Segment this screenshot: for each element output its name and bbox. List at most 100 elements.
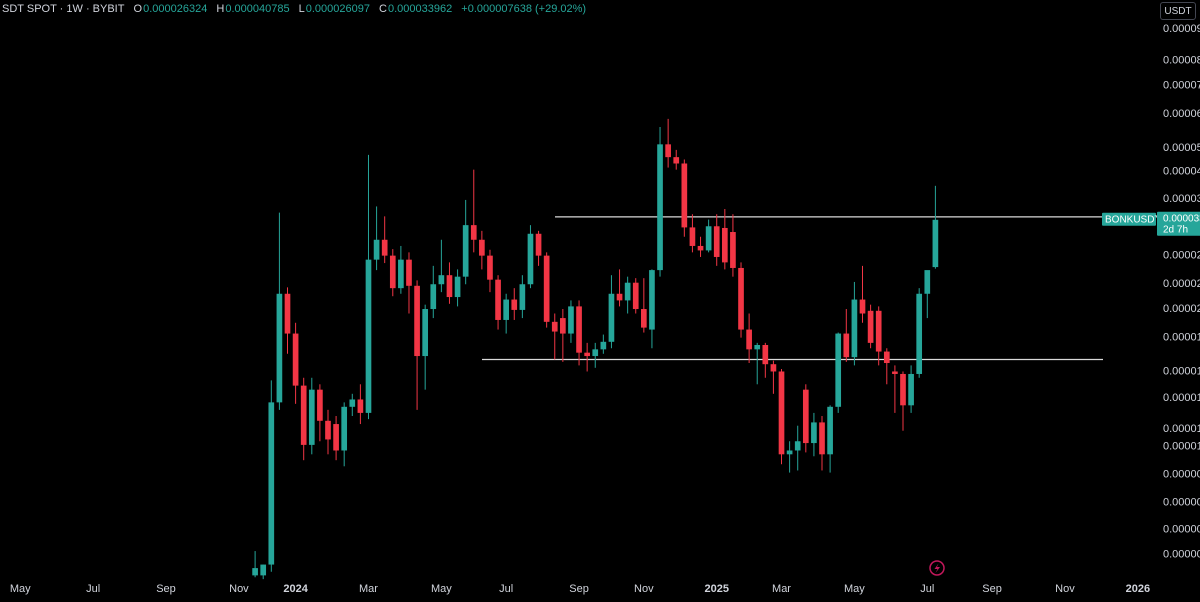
- candle-body: [657, 144, 663, 271]
- candle: [624, 276, 631, 314]
- candle-body: [381, 239, 388, 256]
- candle-body: [414, 285, 420, 357]
- candle: [357, 384, 364, 425]
- candle: [705, 219, 712, 253]
- candle: [916, 288, 923, 378]
- candle-body: [462, 225, 469, 277]
- candle-body: [584, 352, 590, 357]
- candle: [754, 342, 761, 385]
- candle-body: [357, 399, 364, 413]
- x-tick-label: Nov: [1055, 583, 1075, 595]
- candle: [673, 149, 680, 170]
- x-tick-label: Mar: [772, 583, 791, 595]
- candle: [414, 280, 420, 410]
- candle: [730, 214, 736, 277]
- candle-body: [543, 255, 550, 322]
- x-tick-label: Sep: [569, 583, 589, 595]
- candle: [924, 270, 931, 319]
- candle-body: [430, 284, 437, 310]
- ohlc-value: 0.000026097: [305, 3, 370, 15]
- ohlc-label: O: [133, 3, 143, 15]
- candle: [827, 405, 833, 473]
- candle-body: [325, 420, 331, 440]
- candle: [835, 332, 842, 413]
- candle: [470, 169, 477, 253]
- alert-icon: [929, 560, 945, 576]
- candle: [932, 185, 939, 269]
- candle-body: [794, 441, 801, 451]
- symbol-tag-box: [1102, 212, 1156, 226]
- candle-body: [713, 226, 720, 257]
- candle: [300, 377, 307, 461]
- y-tick-label: 0.0000086: [1163, 469, 1200, 481]
- candle: [446, 262, 453, 304]
- candle-body: [349, 399, 356, 407]
- y-tick-label: 0.000028: [1163, 250, 1200, 262]
- candle: [292, 322, 299, 404]
- candle: [689, 214, 696, 253]
- ohlc-label: H: [216, 3, 225, 15]
- candle-body: [551, 321, 558, 332]
- candle-body: [681, 163, 688, 228]
- candle-body: [511, 299, 518, 310]
- candle: [333, 416, 339, 461]
- candle: [551, 313, 558, 360]
- candle-body: [770, 364, 777, 372]
- candle: [721, 208, 728, 270]
- candle-body: [641, 309, 647, 328]
- candle-body: [851, 299, 858, 358]
- candle-body: [924, 270, 931, 294]
- y-tick-label: 0.00005: [1163, 142, 1200, 154]
- ohlc-value: 0.000033962: [388, 3, 453, 15]
- candle: [657, 126, 663, 277]
- candle-body: [503, 299, 509, 320]
- y-tick-label: 0.000038: [1163, 193, 1200, 205]
- candle-body: [875, 310, 882, 352]
- candle-body: [738, 267, 744, 330]
- candle: [454, 269, 461, 307]
- candle-body: [746, 329, 752, 350]
- candle-body: [786, 450, 793, 455]
- candle: [325, 409, 331, 455]
- candle-body: [867, 310, 874, 343]
- candle: [649, 269, 655, 349]
- candle: [535, 230, 542, 266]
- candle: [681, 159, 688, 237]
- candle-body: [827, 406, 833, 455]
- symbol: SDT SPOT · 1W · BYBIT: [2, 3, 125, 15]
- currency-button[interactable]: USDT: [1160, 2, 1196, 20]
- candle-body: [600, 341, 607, 350]
- candle: [738, 262, 744, 338]
- candle: [875, 306, 882, 366]
- candle-body: [535, 233, 542, 256]
- candle-body: [527, 233, 534, 285]
- candle-body: [883, 351, 890, 364]
- candle-body: [649, 270, 655, 330]
- candle: [632, 278, 639, 314]
- candle-body: [721, 227, 728, 263]
- y-tick-label: 0.000024: [1163, 278, 1200, 290]
- candle-body: [438, 275, 445, 285]
- candle-body: [446, 275, 453, 298]
- candle-body: [365, 259, 372, 413]
- x-tick-label: Jul: [86, 583, 100, 595]
- candle-body: [608, 293, 615, 342]
- candle: [794, 425, 801, 471]
- candle-body: [697, 245, 704, 251]
- x-tick-label: Mar: [359, 583, 378, 595]
- candle-body: [284, 293, 291, 334]
- y-tick-label: 0.000018: [1163, 332, 1200, 344]
- candle-body: [406, 259, 412, 286]
- candle: [389, 249, 396, 297]
- x-tick-label: May: [431, 583, 452, 595]
- candle: [398, 245, 404, 294]
- candle: [568, 300, 574, 343]
- y-tick-label: 0.00006: [1163, 108, 1200, 120]
- candle-body: [802, 389, 809, 444]
- candle-body: [260, 564, 267, 576]
- candle-body: [422, 309, 429, 357]
- candle: [600, 334, 607, 354]
- candle: [713, 214, 720, 266]
- candle: [349, 393, 356, 417]
